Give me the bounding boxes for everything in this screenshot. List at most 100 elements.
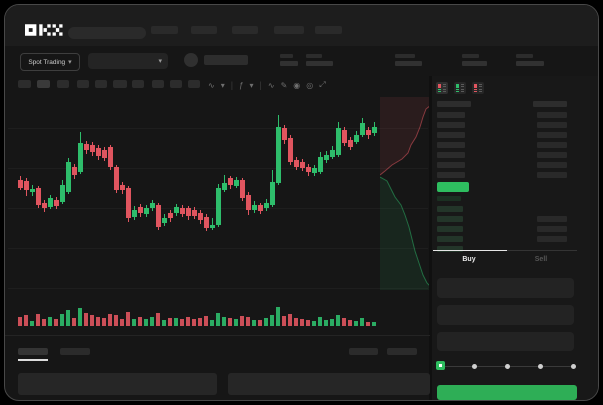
bottom-panel[interactable] — [18, 373, 217, 395]
bid-price — [437, 226, 463, 232]
bid-price — [437, 206, 463, 212]
candle-body — [180, 208, 185, 214]
timeframe-button[interactable] — [132, 80, 144, 88]
depth-chart[interactable] — [380, 97, 431, 290]
orderbook-header-price — [437, 101, 471, 107]
volume-bar — [300, 319, 304, 326]
order-form-field[interactable] — [437, 332, 574, 351]
ask-row[interactable] — [433, 122, 577, 130]
candle-body — [108, 147, 113, 167]
timeframe-button[interactable] — [95, 80, 107, 88]
orderbook-mode-bids-only-icon[interactable] — [454, 82, 466, 94]
volume-bar — [360, 318, 364, 326]
volume-bar — [54, 319, 58, 326]
last-price-sub — [437, 196, 461, 201]
slider-stop[interactable] — [504, 363, 510, 369]
orderbook-mode-combined-icon[interactable] — [436, 82, 448, 94]
timeframe-button[interactable] — [57, 80, 69, 88]
vertical-divider — [429, 76, 432, 400]
volume-bar — [366, 322, 370, 326]
bid-row[interactable] — [433, 246, 577, 254]
toolbar-icon[interactable]: ∿ — [267, 80, 275, 90]
candle-body — [156, 205, 161, 227]
slider-stop[interactable] — [570, 363, 576, 369]
bottom-link[interactable] — [349, 348, 378, 355]
nav-item[interactable] — [151, 26, 178, 34]
ask-row[interactable] — [433, 112, 577, 120]
buy-submit-button[interactable] — [437, 385, 577, 400]
bottom-panel[interactable] — [228, 373, 430, 395]
timeframe-button[interactable] — [77, 80, 89, 88]
timeframe-button[interactable] — [188, 80, 200, 88]
bid-amount — [537, 226, 567, 232]
timeframe-button[interactable] — [18, 80, 31, 88]
slider-handle[interactable] — [436, 361, 445, 370]
timeframe-button[interactable] — [170, 80, 182, 88]
bid-row[interactable] — [433, 216, 577, 224]
ask-price — [437, 112, 465, 118]
ask-row[interactable] — [433, 132, 577, 140]
nav-item[interactable] — [274, 26, 304, 34]
candle-body — [300, 162, 305, 168]
ask-row[interactable] — [433, 142, 577, 150]
bottom-tab[interactable] — [60, 348, 90, 355]
timeframe-button[interactable] — [113, 80, 127, 88]
volume-bar — [78, 308, 82, 326]
volume-bar — [198, 318, 202, 326]
volume-bar — [156, 313, 160, 326]
volume-bar — [24, 315, 28, 326]
tab-buy[interactable]: Buy — [462, 256, 476, 263]
nav-item[interactable] — [232, 26, 258, 34]
timeframe-button[interactable] — [152, 80, 164, 88]
candle-body — [102, 150, 107, 158]
toolbar-icon[interactable]: ƒ — [239, 80, 244, 90]
bid-row[interactable] — [433, 236, 577, 244]
buy-sell-tab-indicator — [433, 250, 577, 251]
timeframe-button[interactable] — [37, 80, 50, 88]
candle-body — [168, 213, 173, 218]
slider-stop[interactable] — [537, 363, 543, 369]
candle-body — [348, 140, 353, 147]
search-input[interactable] — [68, 27, 146, 39]
toolbar-icon[interactable]: ∿ — [208, 80, 215, 90]
orderbook-header-amount — [533, 101, 567, 107]
volume-bar — [240, 316, 244, 326]
candle-body — [132, 210, 137, 217]
toolbar-icon[interactable]: ▾ — [249, 80, 254, 90]
ask-row[interactable] — [433, 162, 577, 170]
bid-row[interactable] — [433, 226, 577, 234]
bottom-link[interactable] — [387, 348, 417, 355]
volume-bar — [252, 320, 256, 326]
nav-item[interactable] — [315, 26, 342, 34]
order-form-field[interactable] — [437, 305, 574, 325]
toolbar-icon[interactable]: ✎ — [280, 80, 288, 90]
toolbar-icon[interactable]: ◉ — [293, 80, 301, 90]
candle-body — [288, 138, 293, 162]
toolbar-icon[interactable]: ◎ — [306, 80, 314, 90]
volume-bar — [336, 315, 340, 326]
order-form-field[interactable] — [437, 278, 574, 298]
bid-row[interactable] — [433, 206, 577, 214]
pair-dropdown[interactable]: ▾ — [88, 53, 168, 69]
ask-row[interactable] — [433, 172, 577, 180]
ask-row[interactable] — [433, 152, 577, 160]
stat-value — [395, 61, 422, 66]
candle-body — [150, 203, 155, 208]
volume-bar — [138, 317, 142, 326]
slider-stop[interactable] — [471, 363, 477, 369]
candle-body — [330, 150, 335, 157]
volume-bar — [120, 319, 124, 326]
nav-item[interactable] — [191, 26, 217, 34]
toolbar-icon[interactable]: ▾ — [220, 80, 225, 90]
volume-bar — [132, 319, 136, 326]
bid-amount — [537, 216, 567, 222]
market-type-dropdown[interactable]: Spot Trading ▾ — [20, 53, 80, 71]
tab-sell[interactable]: Sell — [534, 256, 548, 263]
orderbook-mode-asks-only-icon[interactable] — [472, 82, 484, 94]
candle-body — [138, 207, 143, 213]
ask-amount — [537, 142, 567, 148]
toolbar-icon[interactable]: ⤢ — [319, 80, 326, 89]
okx-logo[interactable] — [25, 23, 63, 37]
slider-handle-center — [439, 364, 442, 367]
bottom-tab[interactable] — [18, 348, 48, 355]
